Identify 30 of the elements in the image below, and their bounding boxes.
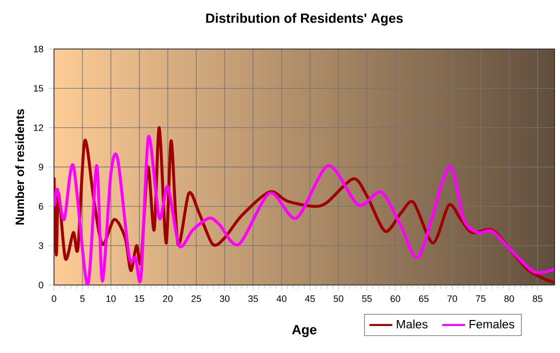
legend-label: Males (396, 320, 428, 328)
x-tick-label: 25 (192, 295, 202, 302)
y-tick-label: 9 (38, 164, 44, 170)
x-tick-label: 20 (163, 295, 173, 302)
x-tick-label: 15 (134, 295, 144, 302)
x-tick-label: 0 (52, 295, 56, 302)
x-tick-label: 55 (362, 295, 372, 302)
legend-label: Females (470, 320, 514, 328)
chart-title: Distribution of Residents' Ages (206, 13, 403, 26)
x-tick-label: 75 (476, 295, 486, 302)
y-tick-label: 12 (34, 124, 44, 131)
x-tick-label: 45 (305, 295, 315, 302)
x-tick-label: 70 (448, 295, 458, 302)
y-tick-label: 3 (38, 242, 44, 249)
x-tick-label: 50 (334, 295, 344, 302)
x-tick-label: 10 (106, 295, 116, 302)
x-axis-title: Age (292, 325, 316, 338)
x-tick-label: 65 (419, 295, 429, 302)
x-tick-label: 30 (220, 295, 230, 302)
x-tick-label: 80 (504, 295, 514, 302)
y-tick-label: 6 (38, 203, 44, 210)
y-axis-title: Number of residents (15, 109, 24, 225)
x-tick-label: 60 (390, 295, 400, 302)
x-tick-label: 5 (80, 295, 85, 302)
y-tick-label: 0 (38, 282, 44, 288)
x-tick-label: 40 (276, 295, 286, 302)
y-tick-label: 18 (34, 46, 44, 52)
x-tick-label: 85 (532, 295, 542, 302)
y-tick-label: 15 (34, 85, 44, 92)
x-tick-label: 35 (248, 295, 258, 302)
